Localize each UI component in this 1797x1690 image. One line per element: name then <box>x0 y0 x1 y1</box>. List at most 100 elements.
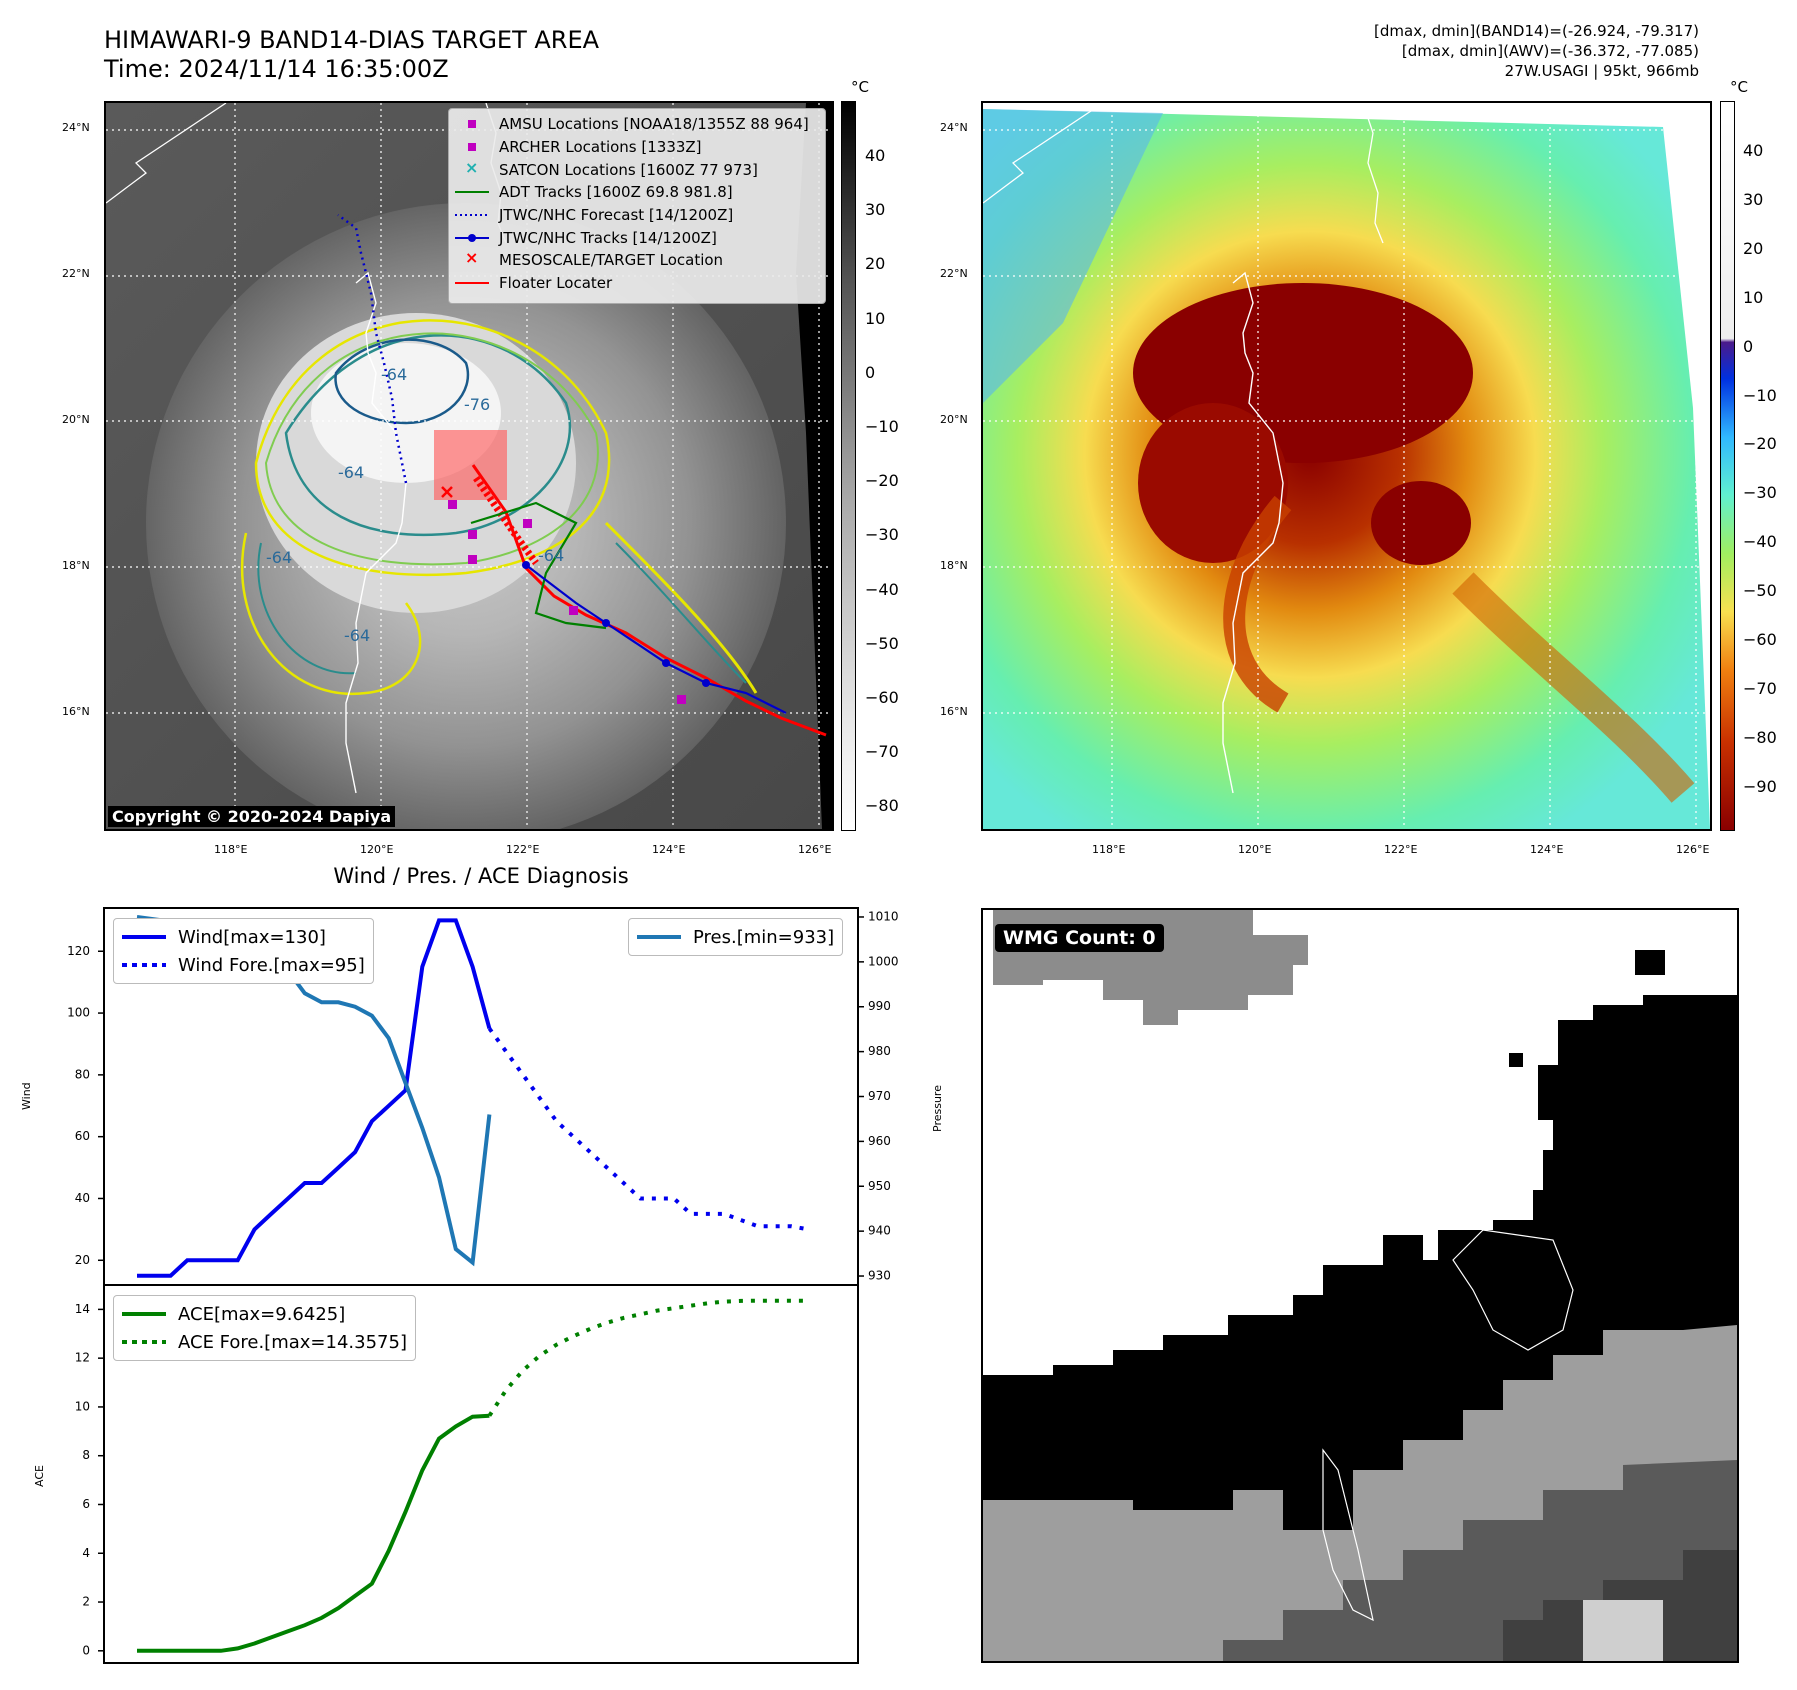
jtwc-track-markers <box>522 561 710 687</box>
ir-colorbar <box>841 101 856 831</box>
wind-pressure-plot: 20 40 60 80 100 120 930 940 950 960 970 980 990 1000 1… <box>67 909 898 1282</box>
coastline-taiwan <box>1362 103 1384 244</box>
ir-legend-entry: Floater Locater <box>455 272 819 295</box>
legend-label: SATCON Locations [1600Z 77 973] <box>499 160 758 179</box>
legend-swatch <box>122 963 166 967</box>
colorbar-tick: 30 <box>1743 189 1764 209</box>
tick-label: 8 <box>82 1448 90 1462</box>
ir-legend-entry: ADT Tracks [1600Z 69.8 981.8] <box>455 181 819 204</box>
ir-legend-entry: ARCHER Locations [1333Z] <box>455 136 819 159</box>
target-area-box <box>434 430 507 500</box>
wmg-canvas <box>983 910 1737 1661</box>
lat-tick: 18°N <box>62 559 90 572</box>
contour-yellow-spiral <box>604 521 758 694</box>
legend-label: JTWC/NHC Tracks [14/1200Z] <box>499 228 717 247</box>
colorbar-tick: 0 <box>1743 336 1754 356</box>
legend-swatch: × <box>465 248 479 268</box>
figure-title-line1: HIMAWARI-9 BAND14-DIAS TARGET AREA <box>104 26 600 54</box>
coastline-luzon <box>1222 271 1284 794</box>
tick-label: 930 <box>868 1269 891 1283</box>
tick-label: 950 <box>868 1179 891 1193</box>
legend-label: ADT Tracks [1600Z 69.8 981.8] <box>499 183 733 202</box>
colorbar-tick: −60 <box>865 688 899 707</box>
wind-line <box>137 918 492 1278</box>
contour-labels: -64 -76 -64 -64 -64 -64 <box>266 365 564 645</box>
colorbar-tick: −80 <box>865 796 899 816</box>
wind-forecast-line <box>487 1027 809 1232</box>
legend-swatch <box>455 231 489 245</box>
floater-locater-track <box>471 464 827 737</box>
tick-label: 2 <box>82 1595 90 1609</box>
colorbar-tick: −90 <box>1743 776 1777 796</box>
colorbar-tick: 10 <box>1743 287 1764 307</box>
legend-label: JTWC/NHC Forecast [14/1200Z] <box>499 206 734 225</box>
info-line2: [dmax, dmin](AWV)=(-36.372, -77.085) <box>1401 42 1699 60</box>
lat-tick: 20°N <box>62 413 90 426</box>
lon-tick: 122°E <box>1384 843 1418 856</box>
colorbar-tick: −20 <box>1743 434 1777 454</box>
wmg-black-cell <box>1635 950 1665 975</box>
lon-tick: 120°E <box>360 843 394 856</box>
ace-legend: ACE[max=9.6425] ACE Fore.[max=14.3575] <box>113 1295 416 1361</box>
legend-label: Floater Locater <box>499 274 613 293</box>
awv-map <box>981 101 1712 831</box>
info-line3: 27W.USAGI | 95kt, 966mb <box>1504 62 1699 80</box>
tick-label: 14 <box>75 1302 90 1316</box>
wmg-black-cell <box>1509 1053 1523 1067</box>
colorbar-tick: −60 <box>1743 630 1777 649</box>
legend-swatch <box>455 276 489 290</box>
colorbar-tick: −10 <box>1743 385 1777 405</box>
tick-label: 120 <box>67 944 90 958</box>
tick-label: 1010 <box>868 909 899 923</box>
wmg-coastline-outline <box>1322 1448 1374 1622</box>
contour-yellow-band <box>240 532 422 696</box>
contour-label: -76 <box>464 395 490 414</box>
lat-tick: 16°N <box>940 705 968 718</box>
awv-core-east <box>1371 481 1471 565</box>
contour-label: -64 <box>338 463 364 482</box>
lat-tick: 22°N <box>62 267 90 280</box>
legend-label: ACE[max=9.6425] <box>178 1303 346 1325</box>
ir-map-legend: AMSU Locations [NOAA18/1355Z 88 964] ARCH… <box>448 108 826 304</box>
colorbar-tick: 20 <box>1743 238 1764 258</box>
legend-entry-wind: Wind[max=130] <box>122 923 365 951</box>
lat-tick: 20°N <box>940 413 968 426</box>
legend-swatch <box>637 935 681 939</box>
contour-green-1 <box>264 332 599 566</box>
tick-label: 960 <box>868 1134 891 1148</box>
tick-label: 60 <box>75 1129 90 1143</box>
lon-tick: 124°E <box>1530 843 1564 856</box>
lat-tick: 24°N <box>940 121 968 134</box>
tick-label: 1000 <box>868 954 899 968</box>
colorbar-tick: 10 <box>865 308 886 328</box>
colorbar-tick: −40 <box>1743 532 1777 552</box>
awv-dry-region <box>983 109 1163 403</box>
ace-line <box>137 1413 490 1653</box>
ir-colorbar-unit: °C <box>851 78 869 96</box>
diagnosis-title: Wind / Pres. / ACE Diagnosis <box>333 864 629 888</box>
contour-label: -64 <box>538 546 564 565</box>
awv-colorbar-unit: °C <box>1730 78 1748 96</box>
legend-label: Wind Fore.[max=95] <box>178 954 365 976</box>
colorbar-tick: −50 <box>1743 581 1777 601</box>
contour-teal-band <box>257 542 357 675</box>
ir-legend-entry: JTWC/NHC Tracks [14/1200Z] <box>455 226 819 249</box>
lat-tick: 24°N <box>62 121 90 134</box>
tick-label: 100 <box>67 1006 90 1020</box>
pressure-legend: Pres.[min=933] <box>628 918 844 956</box>
tick-label: 980 <box>868 1044 891 1058</box>
lat-tick: 18°N <box>940 559 968 572</box>
wind-legend: Wind[max=130] Wind Fore.[max=95] <box>113 918 374 984</box>
mesoscale-target-marker <box>441 486 453 498</box>
legend-label: Wind[max=130] <box>178 926 326 948</box>
tick-label: 4 <box>82 1546 90 1560</box>
ace-plot: 0 2 4 6 8 10 12 14 <box>75 1298 809 1657</box>
ace-forecast-line <box>487 1298 809 1417</box>
ir-legend-entry: JTWC/NHC Forecast [14/1200Z] <box>455 204 819 227</box>
ir-legend-entry: × MESOSCALE/TARGET Location <box>455 248 819 272</box>
coastline-china <box>983 103 1104 204</box>
contour-yellow-1 <box>254 319 611 577</box>
legend-entry-pressure: Pres.[min=933] <box>637 923 834 951</box>
copyright-label: Copyright © 2020-2024 Dapiya <box>108 806 396 827</box>
